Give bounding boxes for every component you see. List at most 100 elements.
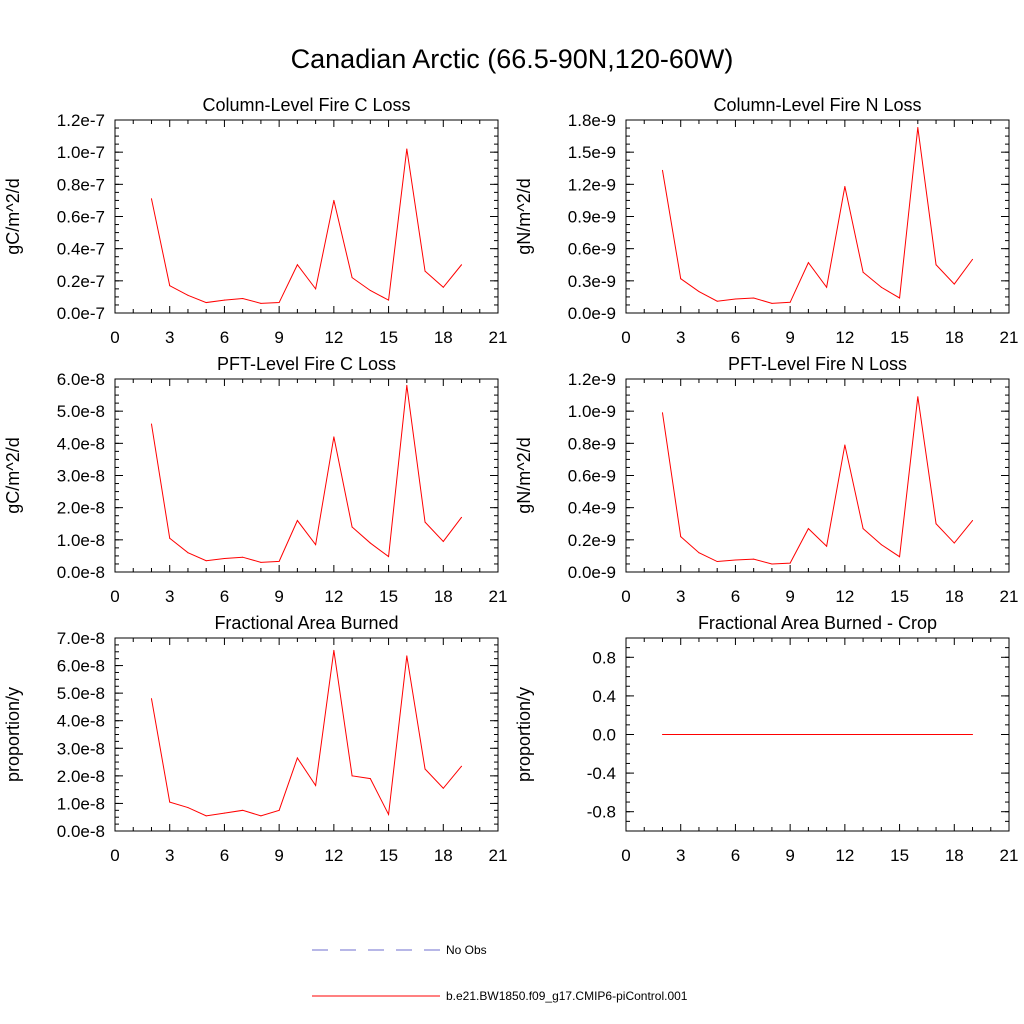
data-point: [424, 270, 426, 272]
data-point: [661, 169, 663, 171]
x-tick-label: 18: [434, 846, 453, 865]
y-tick-label: 1.0e-8: [57, 531, 105, 550]
data-point: [935, 523, 937, 525]
data-point: [296, 757, 298, 759]
data-point: [351, 277, 353, 279]
x-tick-label: 0: [110, 328, 119, 347]
y-tick-label: 0.4e-7: [57, 240, 105, 259]
y-tick-label: -0.8: [587, 803, 616, 822]
x-tick-label: 0: [621, 846, 630, 865]
y-tick-label: 4.0e-8: [57, 434, 105, 453]
panel-title: PFT-Level Fire N Loss: [728, 354, 907, 374]
x-tick-label: 15: [890, 846, 909, 865]
x-tick-label: 3: [165, 587, 174, 606]
data-point: [661, 734, 663, 735]
data-point: [734, 559, 736, 561]
data-point: [972, 734, 974, 735]
y-tick-label: -0.4: [587, 764, 616, 783]
series-line: [150, 650, 462, 817]
x-tick-label: 3: [676, 587, 685, 606]
series-line: [661, 396, 973, 565]
data-point: [826, 545, 828, 547]
y-tick-label: 0.3e-9: [568, 272, 616, 291]
y-tick-label: 0.8e-7: [57, 175, 105, 194]
data-point: [461, 765, 463, 767]
data-point: [771, 302, 773, 304]
y-tick-label: 0.0e-8: [57, 563, 105, 582]
plot-frame: [114, 119, 499, 314]
data-point: [917, 734, 919, 735]
y-tick-label: 0.0e-9: [568, 304, 616, 323]
y-axis-label: gN/m^2/d: [514, 437, 534, 513]
data-point: [935, 264, 937, 266]
data-point: [169, 285, 171, 287]
y-tick-label: 0.2e-7: [57, 272, 105, 291]
x-tick-label: 0: [110, 587, 119, 606]
x-tick-label: 3: [165, 328, 174, 347]
data-point: [333, 199, 335, 201]
y-axis-label: proportion/y: [514, 687, 534, 782]
y-tick-label: 7.0e-8: [57, 629, 105, 648]
data-point: [187, 552, 189, 554]
y-tick-label: 2.0e-8: [57, 499, 105, 518]
x-tick-label: 21: [489, 587, 508, 606]
data-point: [698, 734, 700, 735]
x-tick-label: 15: [379, 587, 398, 606]
x-tick-label: 18: [945, 846, 964, 865]
plot-frame: [114, 378, 499, 573]
x-tick-label: 15: [890, 328, 909, 347]
data-point: [169, 537, 171, 539]
data-point: [844, 185, 846, 187]
data-point: [369, 289, 371, 291]
data-point: [205, 302, 207, 304]
data-point: [698, 552, 700, 554]
data-point: [388, 299, 390, 301]
data-point: [260, 815, 262, 817]
data-point: [260, 561, 262, 563]
y-tick-label: 2.0e-8: [57, 767, 105, 786]
data-point: [880, 286, 882, 288]
x-tick-label: 0: [621, 328, 630, 347]
data-point: [844, 444, 846, 446]
data-point: [315, 288, 317, 290]
main-title: Canadian Arctic (66.5-90N,120-60W): [290, 44, 734, 74]
x-tick-label: 0: [110, 846, 119, 865]
y-tick-label: 0.6e-7: [57, 208, 105, 227]
data-point: [205, 560, 207, 562]
data-point: [442, 540, 444, 542]
x-tick-label: 3: [676, 328, 685, 347]
data-point: [826, 286, 828, 288]
y-tick-label: 1.0e-7: [57, 143, 105, 162]
data-point: [388, 813, 390, 815]
plot-frame: [625, 119, 1010, 314]
data-point: [880, 544, 882, 546]
y-axis-label: proportion/y: [3, 687, 23, 782]
data-point: [278, 560, 280, 562]
y-axis-label: gN/m^2/d: [514, 178, 534, 254]
y-tick-label: 3.0e-8: [57, 467, 105, 486]
data-point: [150, 423, 152, 425]
x-tick-label: 6: [731, 846, 740, 865]
data-point: [315, 544, 317, 546]
data-point: [661, 412, 663, 414]
data-point: [150, 198, 152, 200]
data-point: [315, 785, 317, 787]
x-tick-label: 21: [1000, 846, 1019, 865]
data-point: [369, 778, 371, 780]
x-tick-label: 12: [324, 846, 343, 865]
x-tick-label: 6: [220, 587, 229, 606]
y-tick-label: 3.0e-8: [57, 739, 105, 758]
x-tick-label: 12: [835, 846, 854, 865]
x-tick-label: 21: [1000, 587, 1019, 606]
x-tick-label: 18: [945, 328, 964, 347]
y-tick-label: 0.8e-9: [568, 434, 616, 453]
chart-panel: Fractional Area Burned proportion/y 0 3 6 9 12…: [3, 613, 507, 865]
data-point: [242, 556, 244, 558]
data-point: [406, 148, 408, 150]
data-point: [953, 283, 955, 285]
y-tick-label: 1.2e-7: [57, 111, 105, 130]
y-tick-label: 1.2e-9: [568, 370, 616, 389]
y-tick-label: 0.4: [592, 687, 616, 706]
x-tick-label: 21: [489, 328, 508, 347]
chart-panel: Column-Level Fire N Loss gN/m^2/d 0 3 6 9 12 15…: [514, 95, 1018, 347]
